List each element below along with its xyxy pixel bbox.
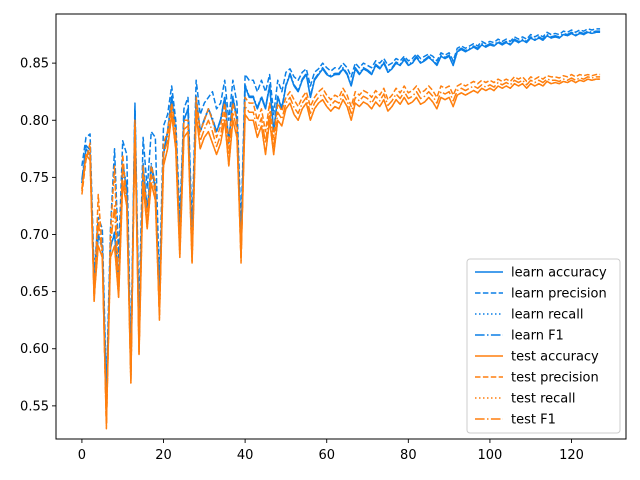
legend-label-test-f1: test F1 [511, 413, 556, 428]
y-tick-label: 0.70 [20, 228, 49, 243]
legend-label-test-accuracy: test accuracy [511, 350, 599, 365]
legend-label-test-precision: test precision [511, 371, 599, 386]
x-tick-label: 40 [237, 448, 254, 463]
legend-label-learn-precision: learn precision [511, 287, 607, 302]
x-tick-label: 100 [478, 448, 503, 463]
x-tick-label: 0 [78, 448, 86, 463]
legend-label-learn-accuracy: learn accuracy [511, 266, 607, 281]
y-tick-label: 0.80 [20, 114, 49, 129]
x-tick-label: 60 [318, 448, 335, 463]
series-line-test-recall [81, 78, 601, 424]
series-layer [81, 28, 601, 430]
x-tick-label: 20 [155, 448, 172, 463]
x-tick-label: 80 [400, 448, 417, 463]
series-line-learn-precision [81, 28, 601, 390]
legend-label-learn-f1: learn F1 [511, 329, 564, 344]
y-tick-label: 0.75 [20, 171, 49, 186]
y-tick-label: 0.55 [20, 399, 49, 414]
x-axis: 0 20 40 60 80 100 120 [78, 439, 584, 463]
x-tick-label: 120 [559, 448, 584, 463]
legend-label-learn-recall: learn recall [511, 308, 583, 323]
y-tick-label: 0.85 [20, 57, 49, 72]
legend-label-test-recall: test recall [511, 392, 576, 407]
plot-frame [55, 13, 627, 440]
series-line-test-precision [81, 73, 601, 430]
legend-box [466, 258, 621, 434]
y-tick-label: 0.60 [20, 342, 49, 357]
legend: learn accuracy learn precision learn recal… [466, 258, 621, 434]
y-axis: 0.55 0.60 0.65 0.70 0.75 0.80 0.85 [20, 57, 56, 414]
series-line-test-f1 [81, 76, 601, 428]
y-tick-label: 0.65 [20, 285, 49, 300]
